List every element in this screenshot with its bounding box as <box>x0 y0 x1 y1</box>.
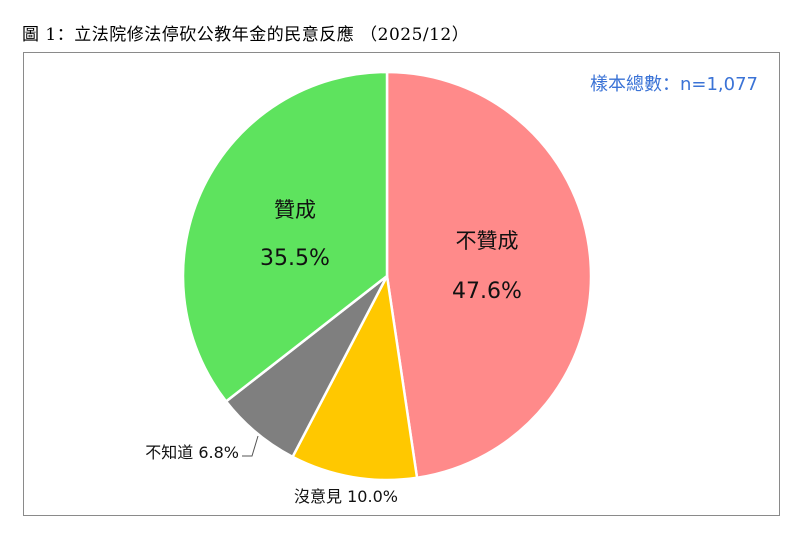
label-disapprove-name: 不贊成 <box>456 229 519 253</box>
slice-approve <box>181 70 389 403</box>
label-dont-know: 不知道 6.8% <box>145 443 239 462</box>
figure-title: 圖 1：立法院修法停砍公教年金的民意反應 （2025/12） <box>22 25 470 45</box>
pie-slices <box>181 70 593 482</box>
label-disapprove-percent: 47.6% <box>452 279 522 304</box>
label-approve-name: 贊成 <box>274 198 316 222</box>
label-no-opinion: 沒意見 10.0% <box>294 487 398 506</box>
sample-size-note: 樣本總數：n=1,077 <box>589 74 758 95</box>
slice-disapprove <box>385 70 593 480</box>
label-approve-percent: 35.5% <box>260 246 330 271</box>
dont-know-leader-line <box>242 435 259 457</box>
slice-no-opinion <box>291 274 419 482</box>
